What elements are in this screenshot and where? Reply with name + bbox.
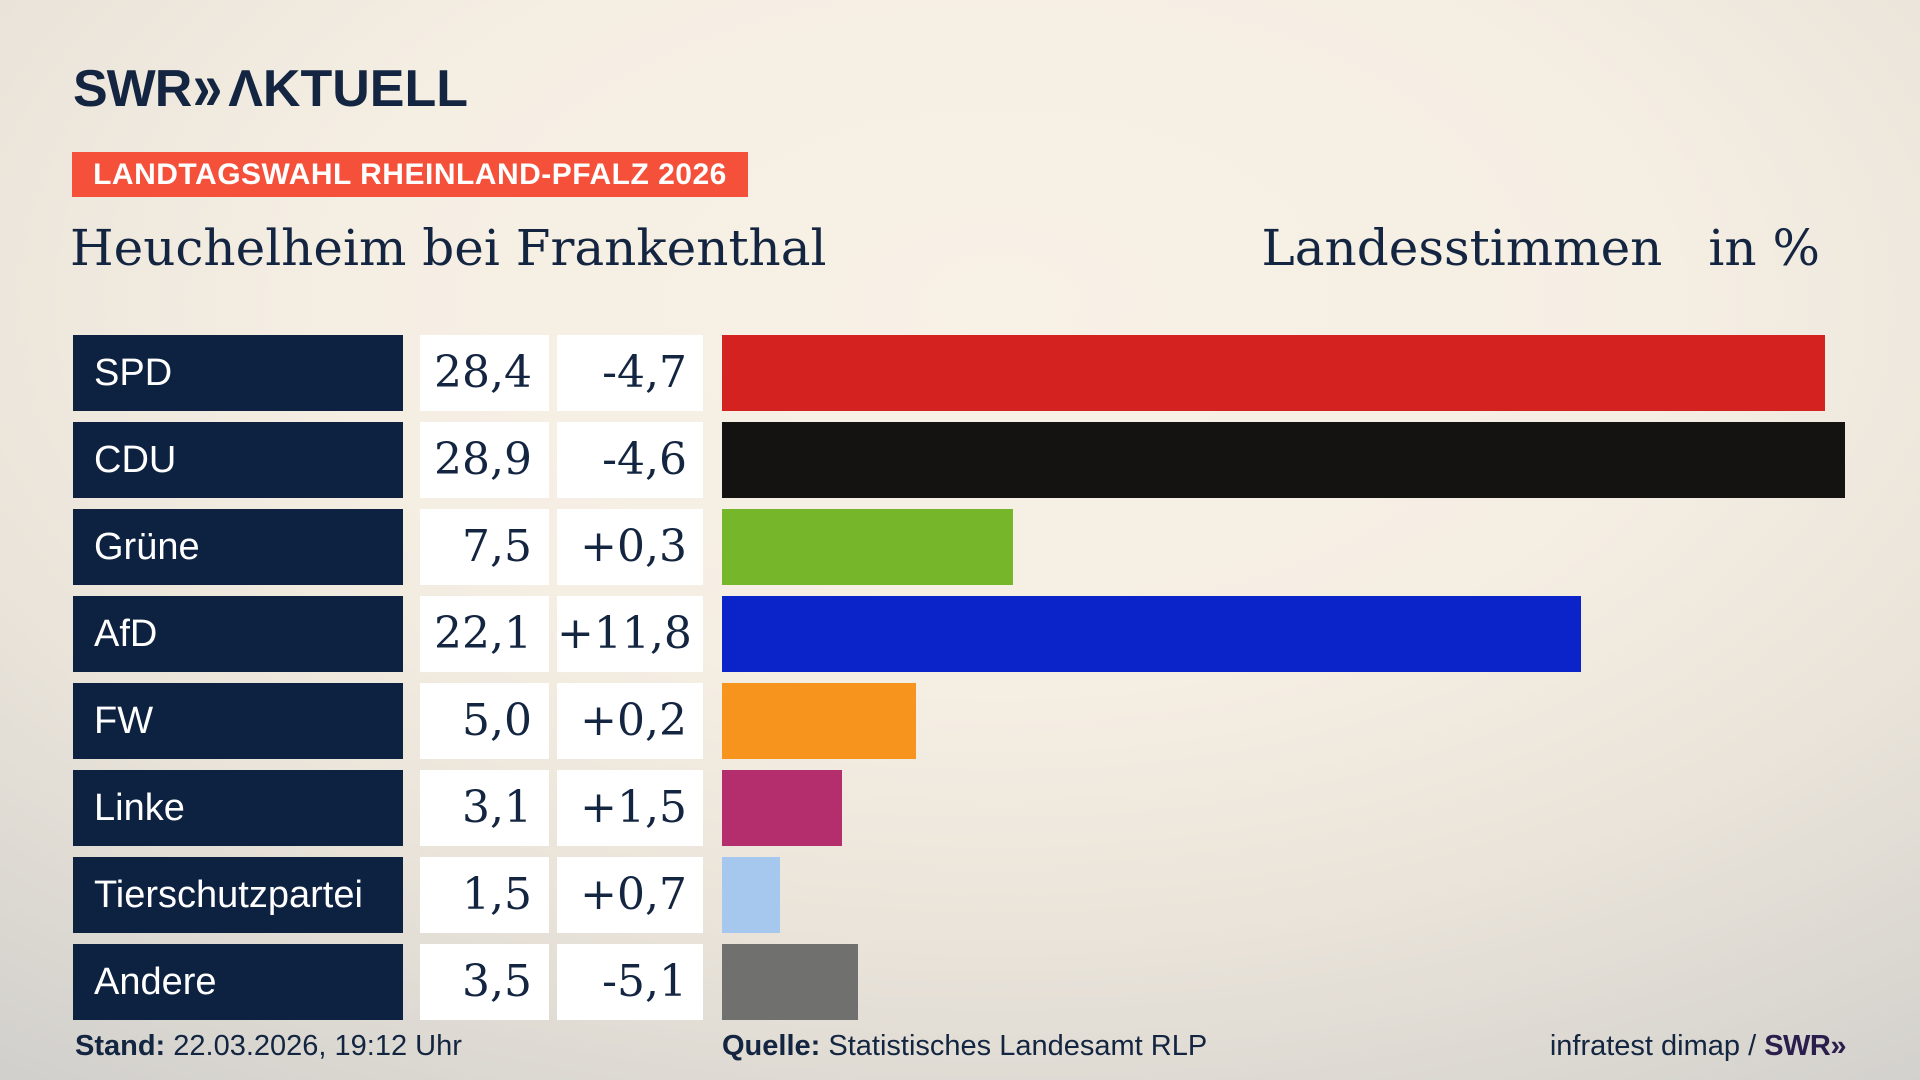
swr-credit-logo: SWR» <box>1764 1030 1846 1062</box>
chart-row-gruene: Grüne 7,5 +0,3 <box>0 509 1920 585</box>
party-label: AfD <box>73 596 403 672</box>
change-cell: +0,2 <box>557 683 703 759</box>
chart-row-andere: Andere 3,5 -5,1 <box>0 944 1920 1020</box>
swr-aktuell-logo: SWR » ΛKTUELL <box>73 50 469 125</box>
timestamp-label: Stand: <box>75 1030 166 1062</box>
value-cell: 3,5 <box>420 944 549 1020</box>
source-value: Statistisches Landesamt RLP <box>828 1030 1208 1062</box>
source: Quelle: Statistisches Landesamt RLP <box>722 1028 1207 1064</box>
result-bar <box>722 944 858 1020</box>
chart-row-spd: SPD 28,4 -4,7 <box>0 335 1920 411</box>
election-badge: LANDTAGSWAHL RHEINLAND-PFALZ 2026 <box>72 152 748 197</box>
change-cell: +1,5 <box>557 770 703 846</box>
chart-row-cdu: CDU 28,9 -4,6 <box>0 422 1920 498</box>
result-bar <box>722 857 780 933</box>
result-bar <box>722 335 1825 411</box>
chart-row-linke: Linke 3,1 +1,5 <box>0 770 1920 846</box>
vote-unit-label: in % <box>1708 219 1820 277</box>
value-cell: 1,5 <box>420 857 549 933</box>
value-cell: 7,5 <box>420 509 549 585</box>
change-cell: +11,8 <box>557 596 703 672</box>
party-label: SPD <box>73 335 403 411</box>
party-label: Linke <box>73 770 403 846</box>
party-label: CDU <box>73 422 403 498</box>
value-cell: 22,1 <box>420 596 549 672</box>
value-cell: 5,0 <box>420 683 549 759</box>
party-label: Tierschutzpartei <box>73 857 403 933</box>
result-bar <box>722 596 1581 672</box>
credit-text: infratest dimap / <box>1549 1030 1757 1062</box>
value-cell: 28,4 <box>420 335 549 411</box>
municipality-title: Heuchelheim bei Frankenthal <box>70 219 827 277</box>
value-cell: 3,1 <box>420 770 549 846</box>
result-bar <box>722 770 842 846</box>
change-cell: +0,7 <box>557 857 703 933</box>
chart-row-tierschutzpartei: Tierschutzpartei 1,5 +0,7 <box>0 857 1920 933</box>
credit: infratest dimap / SWR» <box>1549 1028 1847 1064</box>
result-bar <box>722 422 1845 498</box>
party-label: Grüne <box>73 509 403 585</box>
change-cell: -5,1 <box>557 944 703 1020</box>
result-bar <box>722 509 1013 585</box>
election-badge-label: LANDTAGSWAHL RHEINLAND-PFALZ 2026 <box>93 157 727 191</box>
vote-type-label: Landesstimmen <box>1261 219 1663 277</box>
swr-logo-text: SWR <box>73 60 192 118</box>
change-cell: -4,6 <box>557 422 703 498</box>
source-label: Quelle: <box>722 1030 821 1062</box>
value-cell: 28,9 <box>420 422 549 498</box>
change-cell: +0,3 <box>557 509 703 585</box>
party-label: FW <box>73 683 403 759</box>
vote-type-title: Landesstimmen in % <box>1262 222 1820 274</box>
party-label: Andere <box>73 944 403 1020</box>
result-bar <box>722 683 916 759</box>
aktuell-logo-text: ΛKTUELL <box>228 60 469 118</box>
change-cell: -4,7 <box>557 335 703 411</box>
timestamp-value: 22.03.2026, 19:12 Uhr <box>173 1030 462 1062</box>
chart-row-afd: AfD 22,1 +11,8 <box>0 596 1920 672</box>
chart-row-fw: FW 5,0 +0,2 <box>0 683 1920 759</box>
double-chevron-right-icon: » <box>193 49 222 126</box>
timestamp: Stand: 22.03.2026, 19:12 Uhr <box>75 1028 462 1064</box>
